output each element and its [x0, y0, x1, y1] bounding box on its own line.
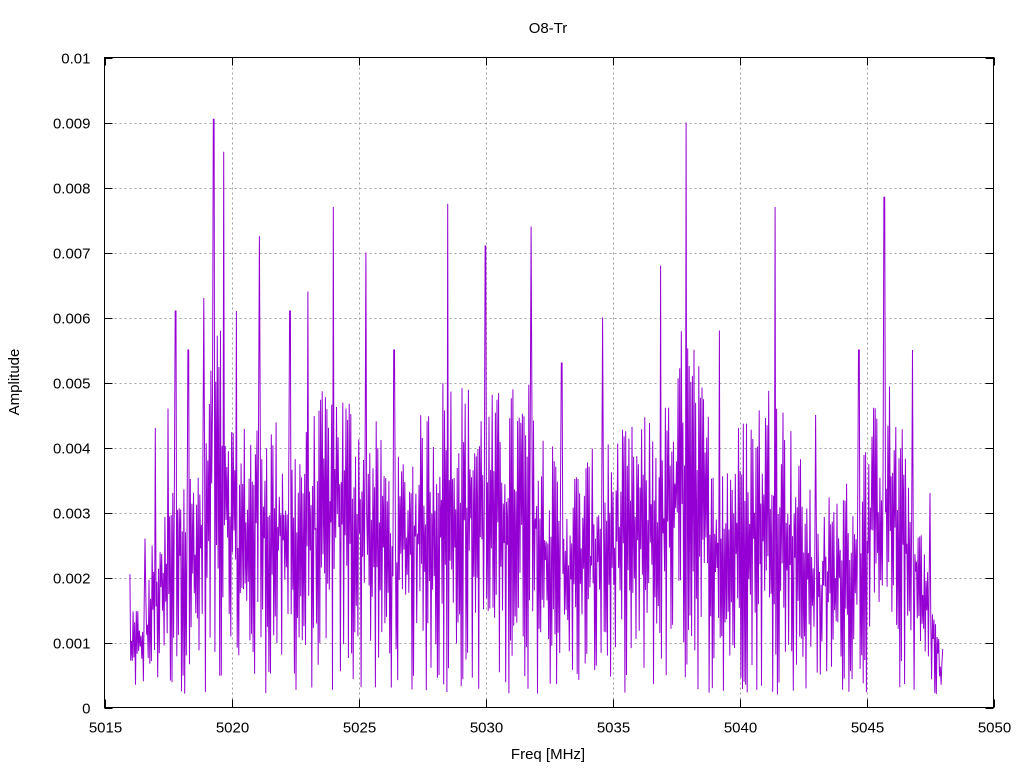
- y-tick-label: 0.01: [61, 51, 90, 68]
- x-tick-labels: 5015 5020 5025 5030 5035 5040 5045 5050: [89, 720, 1011, 737]
- x-tick-label: 5030: [470, 720, 503, 737]
- y-tick-label: 0.002: [53, 571, 91, 588]
- y-tick-labels: 0 0.001 0.002 0.003 0.004 0.005 0.006 0.007 0.00…: [53, 51, 91, 718]
- x-tick-label: 5040: [724, 720, 757, 737]
- x-tick-label: 5025: [343, 720, 376, 737]
- y-tick-label: 0.009: [53, 116, 91, 133]
- y-tick-label: 0.003: [53, 506, 91, 523]
- chart-title: O8-Tr: [529, 20, 568, 37]
- axis-ticks: [104, 57, 995, 709]
- series-line: [129, 118, 944, 695]
- x-tick-label: 5020: [216, 720, 249, 737]
- y-tick-label: 0.005: [53, 376, 91, 393]
- x-tick-label: 5015: [89, 720, 122, 737]
- y-tick-label: 0.004: [53, 441, 91, 458]
- x-tick-label: 5035: [597, 720, 630, 737]
- plot-frame: [104, 57, 994, 708]
- y-tick-label: 0.008: [53, 181, 91, 198]
- y-tick-label: 0.006: [53, 311, 91, 328]
- x-axis-label: Freq [MHz]: [511, 746, 585, 763]
- y-tick-label: 0: [82, 701, 90, 718]
- series-group: [129, 118, 944, 695]
- x-tick-label: 5045: [851, 720, 884, 737]
- y-tick-label: 0.001: [53, 636, 91, 653]
- y-axis-label: Amplitude: [6, 349, 23, 416]
- x-tick-label: 5050: [978, 720, 1011, 737]
- y-tick-label: 0.007: [53, 246, 91, 263]
